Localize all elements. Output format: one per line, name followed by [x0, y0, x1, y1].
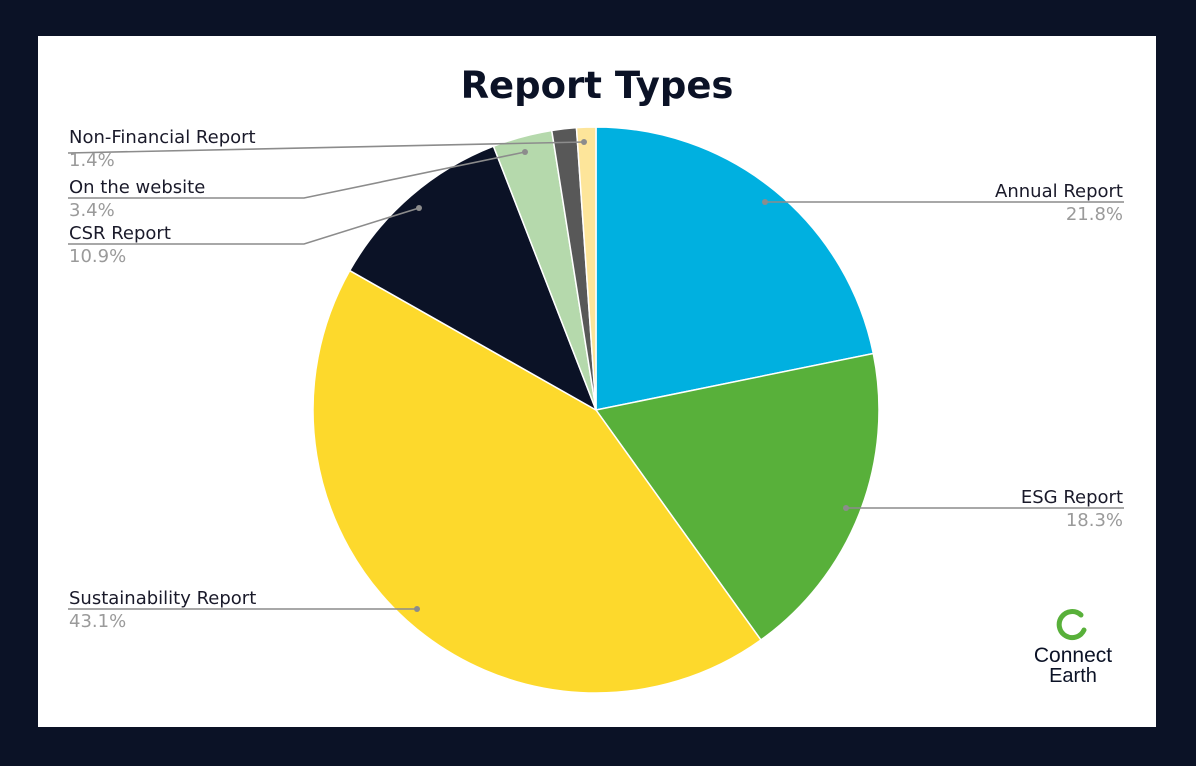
leader-dot-csr-report — [416, 205, 422, 211]
leader-line-on-the-website — [68, 151, 526, 199]
slice-label-annual-report: Annual Report — [995, 181, 1123, 202]
leader-dot-sustainability-report — [414, 606, 420, 612]
leader-dot-annual-report — [762, 199, 768, 205]
slice-label-sustainability-report: Sustainability Report — [69, 588, 256, 609]
leader-line-csr-report — [68, 207, 420, 245]
logo-text-earth: Earth — [1049, 665, 1097, 687]
leader-line-non-financial-report — [67, 141, 585, 154]
slice-value-esg-report: 18.3% — [1066, 510, 1123, 531]
leader-dot-non-financial-report — [581, 139, 587, 145]
pie-slice-esg-report — [594, 352, 880, 642]
pie-slice-annual-report — [595, 126, 875, 411]
chart-title: Report Types — [460, 64, 734, 107]
slice-label-on-the-website: On the website — [69, 177, 205, 198]
slice-value-annual-report: 21.8% — [1066, 204, 1123, 225]
leader-dot-on-the-website — [522, 149, 528, 155]
pie-slice-sustainability-report — [312, 269, 762, 694]
logo-text-connect: Connect — [1033, 644, 1113, 667]
slice-label-esg-report: ESG Report — [1021, 487, 1123, 508]
slice-label-csr-report: CSR Report — [69, 223, 171, 244]
slice-value-on-the-website: 3.4% — [69, 200, 115, 221]
slice-label-non-financial-report: Non-Financial Report — [69, 127, 256, 148]
connect-earth-logo: Connect Earth — [1023, 608, 1123, 686]
slice-value-non-financial-report: 1.4% — [69, 150, 115, 171]
pie-slice-other — [575, 126, 597, 411]
leader-dot-esg-report — [843, 505, 849, 511]
slice-value-csr-report: 10.9% — [69, 246, 126, 267]
chart-card: Report Types Annual Report 21.8% ESG Repor… — [38, 36, 1156, 727]
connect-earth-logo-icon — [1056, 609, 1087, 641]
pie-slice-csr-report — [348, 145, 598, 412]
slice-value-sustainability-report: 43.1% — [69, 611, 126, 632]
